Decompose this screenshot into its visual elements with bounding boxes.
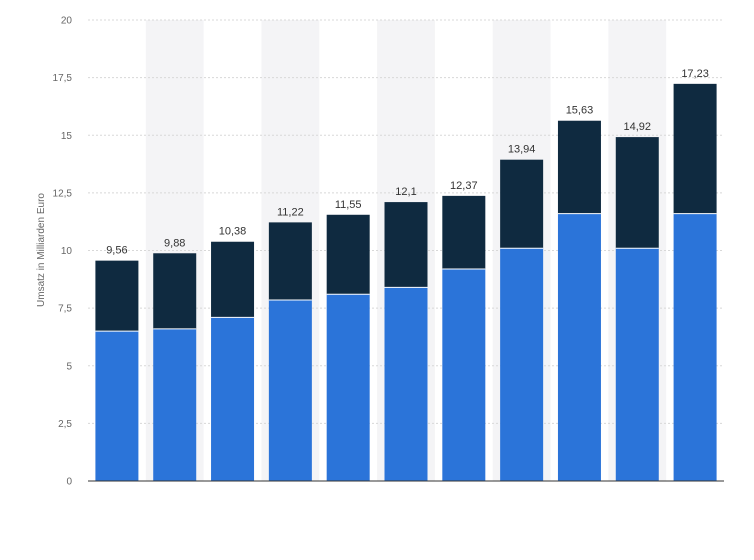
bar-segment-1-7 bbox=[500, 159, 544, 249]
bar-segment-0-9 bbox=[615, 248, 659, 481]
y-tick-label: 5 bbox=[66, 361, 72, 372]
y-tick-label: 0 bbox=[66, 477, 72, 488]
data-label: 17,23 bbox=[681, 68, 709, 80]
bar-segment-1-10 bbox=[673, 83, 717, 214]
y-tick-label: 17,5 bbox=[53, 73, 73, 84]
data-label: 9,56 bbox=[106, 245, 127, 257]
bar-segment-0-2 bbox=[211, 317, 255, 481]
bars bbox=[95, 83, 717, 481]
bar-segment-0-3 bbox=[268, 300, 312, 481]
bar-segment-0-8 bbox=[557, 213, 601, 481]
bar-segment-1-6 bbox=[442, 195, 486, 269]
data-label: 10,38 bbox=[219, 226, 247, 238]
y-tick-label: 15 bbox=[61, 131, 73, 142]
bar-segment-1-3 bbox=[268, 222, 312, 301]
data-label: 12,37 bbox=[450, 180, 478, 192]
data-label: 11,55 bbox=[335, 199, 362, 211]
y-tick-label: 20 bbox=[61, 16, 73, 27]
bar-segment-1-4 bbox=[326, 214, 370, 295]
data-label: 9,88 bbox=[164, 237, 185, 249]
data-label: 13,94 bbox=[508, 144, 536, 156]
bar-segment-0-6 bbox=[442, 268, 486, 481]
bar-segment-1-5 bbox=[384, 202, 428, 288]
bar-segment-1-2 bbox=[211, 241, 255, 318]
y-tick-label: 10 bbox=[61, 246, 73, 257]
bar-segment-1-8 bbox=[557, 120, 601, 214]
bar-segment-0-4 bbox=[326, 294, 370, 481]
data-label: 11,22 bbox=[277, 206, 304, 218]
bar-segment-0-10 bbox=[673, 213, 717, 481]
bar-segment-0-7 bbox=[500, 248, 544, 481]
data-label: 15,63 bbox=[566, 105, 594, 117]
data-label: 14,92 bbox=[624, 121, 652, 133]
bar-segment-1-0 bbox=[95, 260, 139, 332]
bar-segment-1-1 bbox=[153, 253, 197, 329]
bar-segment-0-0 bbox=[95, 331, 139, 481]
y-tick-label: 12,5 bbox=[53, 188, 73, 199]
bar-segment-1-9 bbox=[615, 137, 659, 249]
data-labels: 9,56 9,88 10,38 11,22 11,55 12,1 12,37 13,94 15,… bbox=[106, 68, 709, 257]
data-label: 12,1 bbox=[395, 186, 416, 198]
y-axis-ticks: 0 2,5 5 7,5 10 12,5 15 17,5 20 bbox=[53, 16, 73, 488]
bar-segment-0-1 bbox=[153, 328, 197, 481]
y-tick-label: 7,5 bbox=[58, 304, 72, 315]
bar-segment-0-5 bbox=[384, 287, 428, 481]
y-tick-label: 2,5 bbox=[58, 419, 72, 430]
y-axis-label: Umsatz in Milliarden Euro bbox=[36, 193, 47, 307]
